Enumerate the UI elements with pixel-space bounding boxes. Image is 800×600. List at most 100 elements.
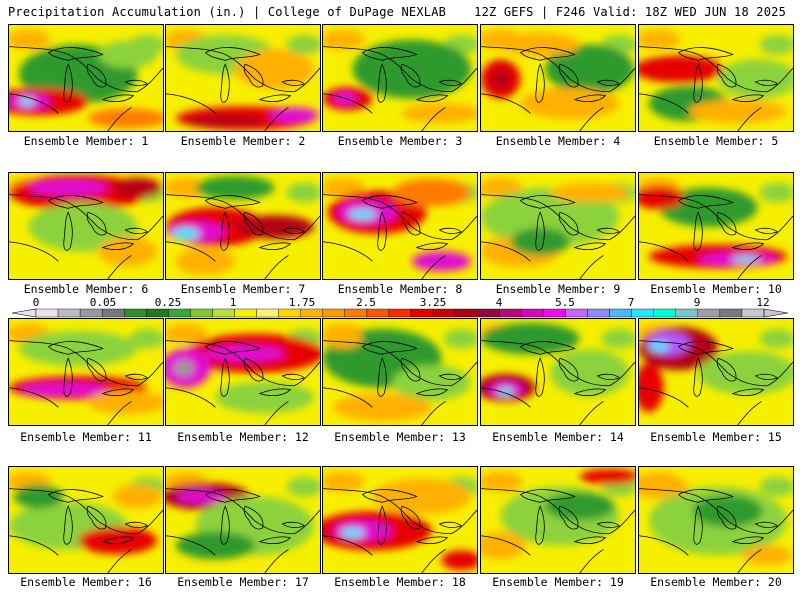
ensemble-member-label: Ensemble Member: 17 [177, 575, 309, 589]
ensemble-member-map-12 [165, 318, 321, 426]
ensemble-member-map-19 [480, 466, 636, 574]
ensemble-member-map-17 [165, 466, 321, 574]
precip-field [481, 467, 635, 573]
great-lakes-outline [639, 46, 793, 131]
colorbar-tick-label: 0 [32, 296, 40, 309]
great-lakes-outline [481, 488, 635, 573]
colorbar-tick-label: 12 [756, 296, 770, 309]
colorbar-tick-label: 2.5 [356, 296, 376, 309]
colorbar-swatch [344, 308, 368, 318]
great-lakes-outline [9, 46, 163, 131]
colorbar-swatch [322, 308, 346, 318]
colorbar-swatch [741, 308, 765, 318]
colorbar-swatch [79, 308, 103, 318]
ensemble-member-label: Ensemble Member: 8 [337, 282, 463, 296]
ensemble-member-label: Ensemble Member: 11 [20, 430, 152, 444]
colorbar-tick-label: 1 [229, 296, 237, 309]
colorbar-swatch [697, 308, 721, 318]
colorbar-swatch [190, 308, 213, 318]
great-lakes-outline [166, 194, 320, 279]
precip-field [639, 467, 793, 573]
ensemble-member-label: Ensemble Member: 15 [650, 430, 782, 444]
precip-field [166, 25, 320, 131]
ensemble-member-label: Ensemble Member: 9 [495, 282, 621, 296]
colorbar-swatch [101, 308, 125, 318]
ensemble-member-label: Ensemble Member: 13 [334, 430, 466, 444]
ensemble-member-map-5 [638, 24, 794, 132]
precip-field [323, 25, 477, 131]
ensemble-member-label: Ensemble Member: 2 [180, 134, 306, 148]
ensemble-member-map-8 [322, 172, 478, 280]
colorbar-swatch [631, 308, 654, 318]
colorbar-tick-label: 0.25 [154, 296, 182, 309]
colorbar-swatch [388, 308, 412, 318]
great-lakes-outline [9, 488, 163, 573]
colorbar-tick-label: 5.5 [555, 296, 575, 309]
colorbar-right-arrow [763, 308, 788, 318]
colorbar-swatch [366, 308, 390, 318]
ensemble-member-map-13 [322, 318, 478, 426]
colorbar-swatch [719, 308, 743, 318]
colorbar-swatch [300, 308, 323, 318]
precip-field [9, 319, 163, 425]
ensemble-member-map-3 [322, 24, 478, 132]
precip-field [166, 173, 320, 279]
colorbar-swatch [499, 308, 522, 318]
ensemble-member-label: Ensemble Member: 19 [492, 575, 624, 589]
ensemble-member-map-10 [638, 172, 794, 280]
great-lakes-outline [323, 194, 477, 279]
colorbar-swatch [587, 308, 610, 318]
precip-field [639, 319, 793, 425]
colorbar-tick-label: 4 [495, 296, 503, 309]
ensemble-member-map-4 [480, 24, 636, 132]
colorbar-swatch [609, 308, 632, 318]
colorbar-tick-label: 9 [693, 296, 701, 309]
ensemble-member-map-6 [8, 172, 164, 280]
colorbar-swatch [521, 308, 544, 318]
ensemble-member-label: Ensemble Member: 3 [337, 134, 463, 148]
colorbar-swatch [124, 308, 147, 318]
great-lakes-outline [639, 194, 793, 279]
ensemble-member-map-14 [480, 318, 636, 426]
ensemble-member-label: Ensemble Member: 18 [334, 575, 466, 589]
colorbar-swatch [477, 308, 500, 318]
ensemble-member-map-7 [165, 172, 321, 280]
ensemble-member-label: Ensemble Member: 4 [495, 134, 621, 148]
precip-field [639, 173, 793, 279]
ensemble-member-map-11 [8, 318, 164, 426]
colorbar-swatch [653, 308, 676, 318]
colorbar-swatch [256, 308, 279, 318]
colorbar-swatch [35, 308, 59, 318]
great-lakes-outline [639, 488, 793, 573]
colorbar-swatch [675, 308, 699, 318]
precip-field [166, 319, 320, 425]
ensemble-member-label: Ensemble Member: 20 [650, 575, 782, 589]
precip-field [323, 173, 477, 279]
ensemble-member-label: Ensemble Member: 5 [653, 134, 779, 148]
great-lakes-outline [166, 340, 320, 425]
ensemble-member-map-16 [8, 466, 164, 574]
great-lakes-outline [323, 340, 477, 425]
colorbar-swatch [410, 308, 434, 318]
ensemble-member-map-1 [8, 24, 164, 132]
precip-field [481, 319, 635, 425]
colorbar-swatch [543, 308, 566, 318]
colorbar-swatch [565, 308, 588, 318]
map-title: Precipitation Accumulation (in.) | Colle… [8, 5, 447, 19]
colorbar-swatch [278, 308, 301, 318]
colorbar-tick-label: 3.25 [419, 296, 447, 309]
ensemble-member-map-2 [165, 24, 321, 132]
great-lakes-outline [323, 46, 477, 131]
great-lakes-outline [9, 340, 163, 425]
ensemble-member-label: Ensemble Member: 12 [177, 430, 309, 444]
precip-field [166, 467, 320, 573]
ensemble-member-label: Ensemble Member: 6 [23, 282, 149, 296]
precip-field [9, 173, 163, 279]
colorbar-tick-label: 7 [627, 296, 635, 309]
precip-field [481, 25, 635, 131]
colorbar-swatch [146, 308, 169, 318]
great-lakes-outline [481, 340, 635, 425]
precip-field [481, 173, 635, 279]
colorbar-tick-label: 0.05 [89, 296, 117, 309]
ensemble-member-map-18 [322, 466, 478, 574]
